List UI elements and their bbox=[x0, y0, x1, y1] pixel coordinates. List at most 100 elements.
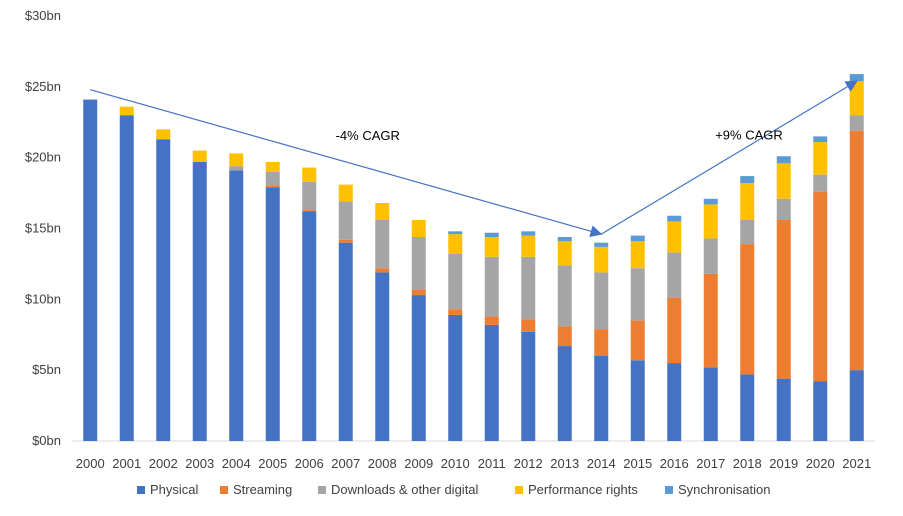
x-axis-labels: 2000 2001 2002 2003 2004 2005 2006 2007 2008 2009… bbox=[76, 456, 871, 471]
bar-segment-streaming bbox=[630, 320, 645, 361]
bars bbox=[83, 74, 864, 442]
cagr-arrow bbox=[90, 89, 603, 238]
bar-segment-performance-rights bbox=[484, 237, 499, 257]
bar-segment-downloads-and-other-digital bbox=[484, 256, 499, 317]
cagr-label: -4% CAGR bbox=[336, 128, 400, 143]
bar-segment-synchronisation bbox=[557, 237, 572, 242]
bar-segment-physical bbox=[594, 356, 609, 441]
bar-segment-synchronisation bbox=[703, 198, 718, 205]
bar-segment-downloads-and-other-digital bbox=[302, 181, 317, 211]
bar-segment-performance-rights bbox=[849, 81, 864, 116]
bar-segment-downloads-and-other-digital bbox=[703, 238, 718, 274]
bar-segment-physical bbox=[229, 170, 244, 441]
x-tick-label: 2018 bbox=[733, 456, 762, 471]
bar-segment-physical bbox=[630, 360, 645, 441]
legend-swatch-physical bbox=[137, 486, 145, 494]
bar-segment-physical bbox=[83, 99, 98, 441]
legend-swatch-streaming bbox=[220, 486, 228, 494]
x-tick-label: 2020 bbox=[806, 456, 835, 471]
bar-segment-performance-rights bbox=[448, 234, 463, 254]
legend-label-downloads-and-other-digital: Downloads & other digital bbox=[331, 482, 479, 497]
x-tick-label: 2015 bbox=[623, 456, 652, 471]
bar-segment-physical bbox=[411, 295, 426, 441]
bar-segment-synchronisation bbox=[849, 74, 864, 82]
bar-segment-synchronisation bbox=[740, 176, 755, 184]
bar-segment-physical bbox=[265, 187, 280, 441]
bar-segment-streaming bbox=[484, 316, 499, 325]
bar-segment-synchronisation bbox=[776, 156, 791, 164]
x-tick-label: 2006 bbox=[295, 456, 324, 471]
bar-segment-performance-rights bbox=[302, 167, 317, 182]
legend-label-synchronisation: Synchronisation bbox=[678, 482, 771, 497]
bar-segment-streaming bbox=[594, 329, 609, 356]
bar-segment-synchronisation bbox=[521, 231, 536, 236]
y-axis-labels: $0bn $5bn $10bn $15bn $20bn $25bn $30bn bbox=[25, 8, 61, 448]
x-tick-label: 2009 bbox=[404, 456, 433, 471]
bar-segment-streaming bbox=[302, 210, 317, 212]
x-tick-label: 2005 bbox=[258, 456, 287, 471]
bar-segment-performance-rights bbox=[375, 203, 390, 220]
bar-segment-synchronisation bbox=[630, 235, 645, 242]
bar-segment-physical bbox=[338, 242, 353, 441]
y-tick-label: $15bn bbox=[25, 221, 61, 236]
bar-segment-performance-rights bbox=[265, 161, 280, 172]
bar-segment-physical bbox=[776, 378, 791, 441]
bar-segment-performance-rights bbox=[703, 204, 718, 239]
bar-segment-streaming bbox=[375, 268, 390, 273]
bar-segment-downloads-and-other-digital bbox=[338, 201, 353, 240]
x-tick-label: 2010 bbox=[441, 456, 470, 471]
x-tick-label: 2011 bbox=[478, 456, 506, 471]
cagr-label: +9% CAGR bbox=[715, 128, 783, 143]
bar-segment-streaming bbox=[557, 326, 572, 347]
bar-segment-downloads-and-other-digital bbox=[740, 220, 755, 245]
x-tick-label: 2008 bbox=[368, 456, 397, 471]
legend: Physical Streaming Downloads & other digit… bbox=[137, 482, 771, 497]
y-tick-label: $30bn bbox=[25, 8, 61, 23]
bar-segment-streaming bbox=[776, 220, 791, 379]
bar-segment-physical bbox=[813, 381, 828, 441]
bar-segment-downloads-and-other-digital bbox=[229, 166, 244, 171]
x-tick-label: 2003 bbox=[185, 456, 214, 471]
bar-segment-streaming bbox=[338, 239, 353, 243]
bar-segment-performance-rights bbox=[411, 220, 426, 237]
bar-segment-synchronisation bbox=[448, 231, 463, 235]
bar-segment-physical bbox=[302, 211, 317, 441]
bar-segment-streaming bbox=[411, 289, 426, 296]
bar-segment-physical bbox=[849, 370, 864, 441]
bar-segment-downloads-and-other-digital bbox=[667, 252, 682, 298]
bar-segment-downloads-and-other-digital bbox=[375, 220, 390, 269]
bar-segment-physical bbox=[484, 324, 499, 441]
bar-segment-synchronisation bbox=[667, 215, 682, 222]
legend-swatch-performance-rights bbox=[515, 486, 523, 494]
y-tick-label: $0bn bbox=[32, 433, 61, 448]
legend-swatch-synchronisation bbox=[665, 486, 673, 494]
bar-segment-downloads-and-other-digital bbox=[776, 198, 791, 220]
legend-label-streaming: Streaming bbox=[233, 482, 292, 497]
bar-segment-performance-rights bbox=[192, 150, 207, 162]
x-tick-label: 2007 bbox=[331, 456, 360, 471]
bar-segment-streaming bbox=[448, 309, 463, 315]
x-tick-label: 2017 bbox=[696, 456, 725, 471]
bar-segment-streaming bbox=[703, 273, 718, 368]
bar-segment-physical bbox=[119, 115, 134, 442]
x-tick-label: 2001 bbox=[112, 456, 141, 471]
bar-segment-streaming bbox=[521, 319, 536, 332]
bar-segment-synchronisation bbox=[594, 242, 609, 247]
y-tick-label: $5bn bbox=[32, 362, 61, 377]
bar-segment-downloads-and-other-digital bbox=[630, 268, 645, 321]
bar-segment-downloads-and-other-digital bbox=[594, 272, 609, 330]
x-tick-label: 2013 bbox=[550, 456, 579, 471]
bar-segment-physical bbox=[375, 272, 390, 441]
bar-segment-physical bbox=[448, 314, 463, 441]
bar-segment-streaming bbox=[265, 186, 280, 188]
legend-label-performance-rights: Performance rights bbox=[528, 482, 638, 497]
x-tick-label: 2021 bbox=[842, 456, 871, 471]
bar-segment-performance-rights bbox=[594, 246, 609, 273]
bar-segment-downloads-and-other-digital bbox=[849, 115, 864, 131]
bar-segment-performance-rights bbox=[740, 183, 755, 220]
legend-label-physical: Physical bbox=[150, 482, 199, 497]
legend-swatch-downloads-and-other-digital bbox=[318, 486, 326, 494]
bar-segment-performance-rights bbox=[667, 221, 682, 253]
bar-segment-downloads-and-other-digital bbox=[448, 254, 463, 310]
x-tick-label: 2019 bbox=[769, 456, 798, 471]
